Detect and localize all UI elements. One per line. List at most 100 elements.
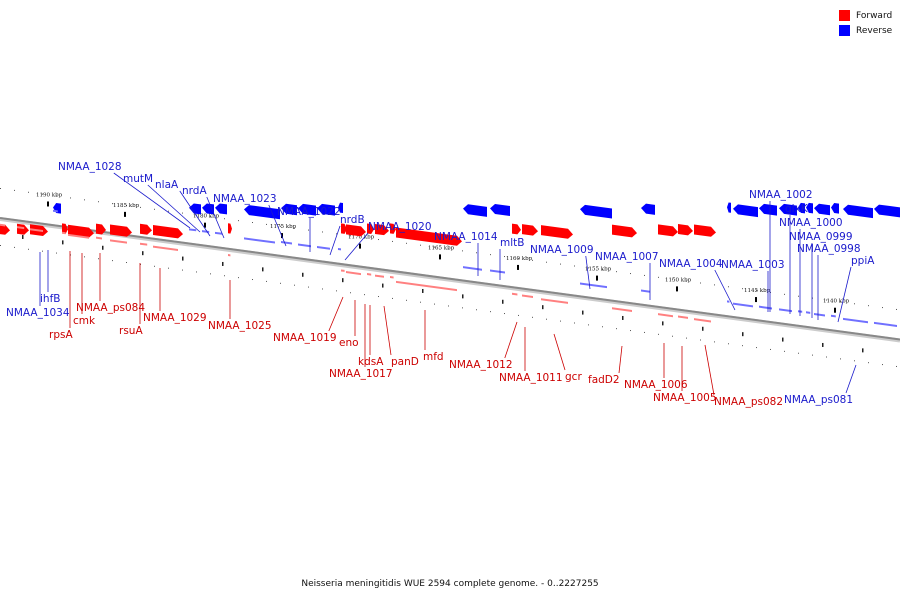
reverse-gene-label: ihfB (40, 293, 60, 305)
reverse-leader-line (837, 266, 852, 323)
guide-dot (378, 296, 379, 298)
minor-tick (462, 294, 464, 299)
guide-dot (210, 216, 211, 218)
guide-dot (266, 223, 267, 225)
guide-dot (294, 284, 295, 286)
guide-dot (588, 267, 589, 269)
guide-dot (406, 242, 407, 244)
reverse-gene (580, 204, 612, 219)
guide-dot (868, 362, 869, 364)
gene-shade (215, 231, 223, 235)
guide-dot (700, 339, 701, 341)
guide-dot (686, 280, 687, 282)
reverse-gene-label: NMAA_1009 (530, 244, 594, 256)
guide-dot (224, 275, 225, 277)
guide-dot (252, 279, 253, 281)
guide-dot (294, 227, 295, 229)
guide-dot (308, 229, 309, 231)
guide-dot (546, 261, 547, 263)
guide-dot (210, 273, 211, 275)
guide-dot (812, 354, 813, 356)
gene-shade (281, 241, 292, 245)
guide-dot (756, 347, 757, 349)
forward-gene (140, 223, 152, 235)
guide-dot (112, 260, 113, 262)
legend-reverse-label: Reverse (856, 25, 893, 36)
guide-dot (350, 292, 351, 294)
reverse-gene-label: NMAA_1002 (749, 189, 813, 201)
guide-dot (266, 280, 267, 282)
guide-dot (714, 284, 715, 286)
guide-dot (784, 350, 785, 352)
guide-dot (756, 290, 757, 292)
kbp-tick-label: 1140 kbp (823, 299, 850, 305)
reverse-gene-label: NMAA_1028 (58, 161, 122, 173)
minor-tick (222, 261, 224, 266)
guide-dot (574, 265, 575, 267)
gene-shade (110, 239, 127, 244)
forward-gene (0, 223, 10, 235)
reverse-gene (189, 203, 201, 215)
guide-dot (854, 303, 855, 305)
reverse-gene (874, 204, 900, 218)
guide-dot (854, 360, 855, 362)
gene-shade (30, 228, 43, 233)
guide-dot (826, 299, 827, 301)
reverse-gene-label: NMAA_1022 (277, 206, 341, 218)
reverse-gene (806, 202, 813, 214)
gene-shade (522, 294, 533, 299)
guide-dot (154, 208, 155, 210)
guide-dot (784, 293, 785, 295)
gene-shade (512, 292, 518, 296)
gene-shade (189, 228, 197, 232)
guide-dot (42, 193, 43, 195)
forward-gene-label: rpsA (49, 329, 73, 341)
gene-shade (831, 314, 836, 318)
forward-gene-label: NMAA_1006 (624, 379, 688, 391)
guide-dot (56, 252, 57, 254)
guide-dot (70, 197, 71, 199)
guide-dot (280, 225, 281, 227)
gene-shade (244, 237, 275, 244)
guide-dot (14, 189, 15, 191)
guide-dot (224, 218, 225, 220)
guide-dot (644, 274, 645, 276)
guide-dot (448, 248, 449, 250)
forward-gene (396, 227, 462, 246)
guide-dot (112, 203, 113, 205)
forward-gene-label: NMAA_1025 (208, 320, 272, 332)
minor-tick (582, 310, 584, 315)
guide-dot (42, 250, 43, 252)
forward-leader-line (618, 345, 623, 374)
reverse-gene-label: ppiA (851, 255, 875, 267)
guide-dot (168, 267, 169, 269)
guide-dot (98, 201, 99, 203)
gene-shade (68, 233, 89, 239)
reverse-gene (831, 202, 839, 214)
reverse-gene-label: mutM (123, 173, 153, 185)
forward-leader-line (504, 321, 518, 359)
kbp-tick (204, 222, 206, 228)
guide-dot (518, 314, 519, 316)
guide-dot (672, 278, 673, 280)
guide-dot (280, 282, 281, 284)
gene-shade (733, 302, 753, 308)
guide-dot (56, 195, 57, 197)
reverse-leader-line (268, 204, 287, 247)
guide-dot (126, 205, 127, 207)
kbp-tick (834, 307, 836, 313)
forward-gene (522, 224, 538, 236)
guide-dot (532, 259, 533, 261)
kbp-tick (755, 297, 757, 303)
forward-leader-line (383, 305, 392, 356)
gene-shade (580, 282, 607, 289)
kbp-tick (47, 201, 49, 207)
legend: Forward Reverse (839, 8, 892, 38)
forward-gene (341, 223, 347, 234)
guide-dot (84, 256, 85, 258)
gene-shade (341, 269, 345, 272)
gene-shade (375, 274, 384, 278)
gene-shade (396, 280, 457, 292)
reverse-gene (759, 203, 777, 216)
forward-gene-label: NMAA_1012 (449, 359, 513, 371)
